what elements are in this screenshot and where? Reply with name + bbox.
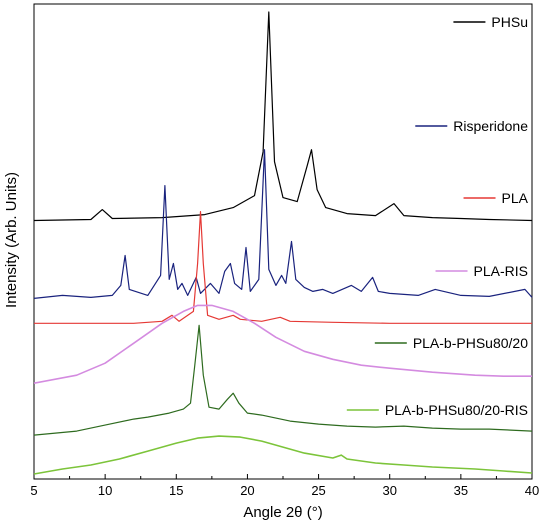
- legend-label: PHSu: [491, 14, 528, 30]
- series-line-pla-b-phsu80-20-ris: [33, 435, 533, 475]
- series-line-risperidone: [33, 149, 533, 299]
- x-tick-label: 30: [382, 483, 396, 498]
- legend-entry: PLA-b-PHSu80/20-RIS: [346, 402, 528, 418]
- legend-layer: PHSu Risperidone PLA PLA-RIS PLA-b-PHSu80/20…: [346, 14, 529, 418]
- x-tick-label: 20: [240, 483, 254, 498]
- legend-entry: Risperidone: [415, 118, 528, 134]
- legend-entry: PLA-RIS: [435, 263, 528, 279]
- series-line-pla-b-phsu80-20: [33, 324, 533, 436]
- x-tick-label: 25: [311, 483, 325, 498]
- x-tick-label: 5: [30, 483, 37, 498]
- legend-label: PLA-b-PHSu80/20: [413, 335, 528, 351]
- legend-entry: PLA: [463, 190, 529, 206]
- x-axis-label: Angle 2θ (°): [243, 504, 322, 521]
- legend-label: Risperidone: [453, 118, 528, 134]
- x-axis-ticks: [33, 474, 533, 479]
- series-line-pla: [34, 211, 532, 324]
- x-tick-label: 35: [454, 483, 468, 498]
- legend-entry: PHSu: [453, 14, 528, 30]
- x-tick-label: 40: [525, 483, 539, 498]
- legend-label: PLA: [502, 190, 529, 206]
- series-line-pla-ris: [33, 304, 532, 384]
- x-tick-label: 15: [169, 483, 183, 498]
- series-layer: [33, 11, 533, 475]
- series-line-phsu: [33, 11, 533, 222]
- x-tick-label: 10: [98, 483, 112, 498]
- y-axis-label: Intensity (Arb. Units): [3, 172, 20, 308]
- legend-label: PLA-RIS: [474, 263, 528, 279]
- x-axis-tick-labels: 5 10 15 20 25 30 35 40: [30, 483, 539, 498]
- legend-label: PLA-b-PHSu80/20-RIS: [385, 402, 528, 418]
- legend-entry: PLA-b-PHSu80/20: [374, 335, 528, 351]
